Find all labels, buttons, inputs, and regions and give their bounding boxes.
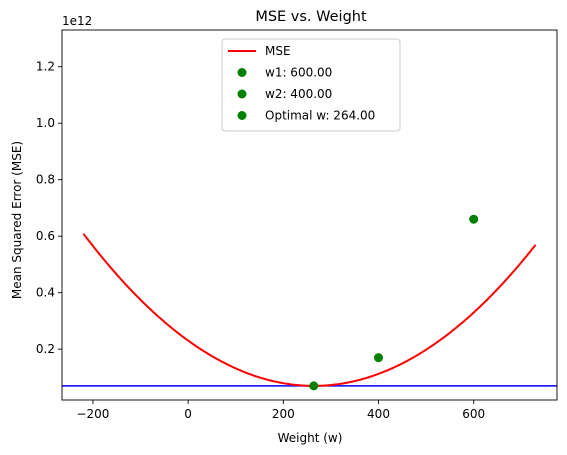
x-tick-label: 400 (367, 407, 390, 421)
legend-box (221, 38, 401, 132)
y-tick-label: 0.2 (36, 342, 55, 356)
plot-area (61, 29, 558, 401)
legend-swatch-point (237, 68, 247, 77)
legend-label: MSE (265, 44, 291, 58)
y-offset-label: 1e12 (62, 14, 92, 28)
data-point-2 (374, 353, 384, 363)
legend-swatch-point (237, 89, 247, 99)
y-axis-title: Mean Squared Error (MSE) (10, 141, 24, 299)
legend-label: w2: 400.00 (265, 87, 332, 101)
legend: MSE w1: 600.00 w2: 400.00 Optimal w: 264.00 (221, 38, 401, 132)
x-tick-label: 200 (272, 407, 295, 421)
y-tick-label: 1.0 (36, 116, 55, 130)
x-tick-label: 0 (184, 407, 192, 421)
axes-frame (61, 29, 558, 401)
chart-title: MSE vs. Weight (255, 9, 367, 25)
axes-ticks: −200 0 200 400 600 0.2 0.4 0.6 0.8 1.0 1.2 (36, 60, 485, 421)
data-point-3 (309, 381, 319, 391)
y-tick-label: 0.8 (36, 173, 55, 187)
data-point-1 (469, 214, 479, 224)
x-tick-label: 600 (462, 407, 485, 421)
y-tick-label: 0.6 (36, 229, 55, 243)
series-line-mse (82, 233, 537, 387)
x-tick-label: −200 (76, 407, 109, 421)
legend-swatch-point (237, 111, 247, 120)
y-tick-label: 1.2 (36, 60, 55, 74)
y-tick-label: 0.4 (36, 286, 55, 300)
legend-label: w1: 600.00 (265, 66, 332, 80)
x-axis-title: Weight (w) (278, 431, 343, 445)
legend-label: Optimal w: 264.00 (265, 109, 375, 123)
